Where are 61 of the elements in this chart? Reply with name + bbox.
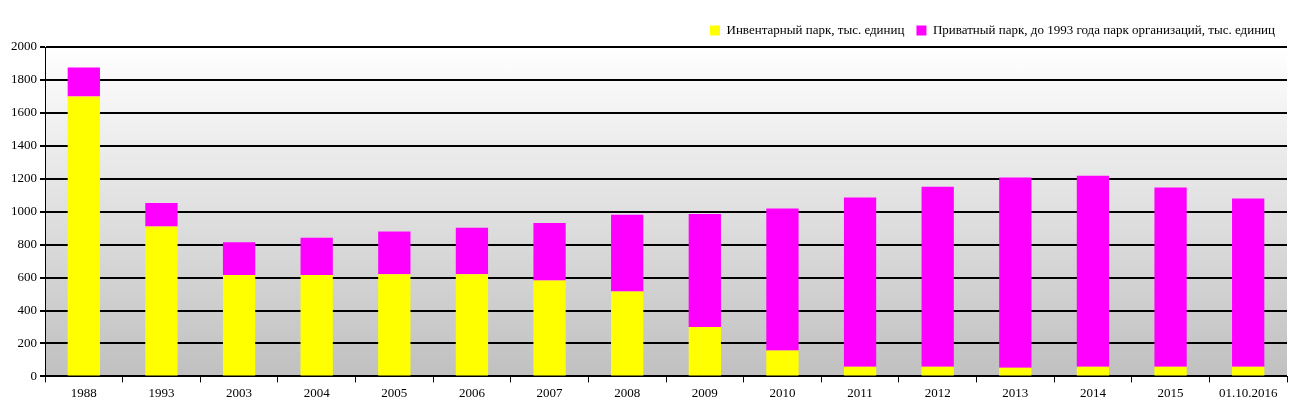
bar <box>999 177 1032 368</box>
y-tick-label: 2000 <box>11 38 37 54</box>
bar <box>67 67 100 97</box>
bar <box>67 96 100 376</box>
bar <box>222 275 256 376</box>
bar <box>1232 366 1265 376</box>
bar <box>921 366 954 376</box>
x-tick-label: 2010 <box>769 384 796 400</box>
bar <box>378 231 411 275</box>
bar <box>1076 175 1110 367</box>
bar <box>688 214 721 327</box>
x-tick-label: 2005 <box>381 384 408 400</box>
bar <box>843 197 877 367</box>
x-tick-label: 01.10.2016 <box>1218 384 1278 400</box>
x-tick-label: 2003 <box>226 384 253 400</box>
y-tick-label: 600 <box>17 269 37 284</box>
bar <box>688 326 721 376</box>
x-tick-label: 2014 <box>1079 384 1107 400</box>
x-tick-label: 2004 <box>303 384 331 400</box>
bar <box>611 214 644 292</box>
bar <box>921 186 954 367</box>
bar <box>455 227 489 275</box>
bar <box>533 223 566 281</box>
bar <box>145 202 178 227</box>
legend-label: Приватный парк, до 1993 года парк организаций, тыс. единиц <box>932 21 1276 37</box>
bar <box>999 367 1032 376</box>
bar <box>533 280 566 376</box>
y-tick-label: 1200 <box>11 170 37 186</box>
x-tick-label: 1988 <box>70 384 97 400</box>
x-tick-label: 1993 <box>148 384 175 400</box>
legend-label: Инвентарный парк, тыс. единиц <box>726 21 905 37</box>
y-tick-label: 800 <box>17 236 37 252</box>
bar <box>1232 198 1265 367</box>
bar <box>766 208 799 351</box>
bar <box>1154 187 1187 367</box>
y-tick-label: 0 <box>30 367 37 383</box>
y-tick-label: 400 <box>17 301 37 317</box>
bar <box>222 242 256 276</box>
bar <box>766 350 799 376</box>
bar <box>378 274 411 376</box>
y-tick-label: 1000 <box>11 203 37 219</box>
bar <box>1076 366 1110 376</box>
x-tick-label: 2008 <box>614 384 641 400</box>
bar <box>611 291 644 376</box>
x-tick-label: 2011 <box>847 384 873 400</box>
y-tick-label: 1400 <box>11 137 37 153</box>
y-tick-label: 200 <box>17 334 37 350</box>
x-tick-label: 2015 <box>1157 384 1184 400</box>
x-tick-label: 2006 <box>458 384 486 400</box>
bar <box>455 274 489 376</box>
x-tick-label: 2007 <box>536 384 564 400</box>
bar <box>1154 366 1187 376</box>
bar <box>843 366 877 376</box>
bar <box>300 275 333 376</box>
x-tick-label: 2013 <box>1002 384 1029 400</box>
x-tick-label: 2012 <box>924 384 951 400</box>
bar <box>300 237 333 276</box>
y-tick-label: 1800 <box>11 71 37 87</box>
bar <box>145 226 178 376</box>
x-tick-label: 2009 <box>691 384 718 400</box>
y-tick-label: 1600 <box>11 104 37 120</box>
